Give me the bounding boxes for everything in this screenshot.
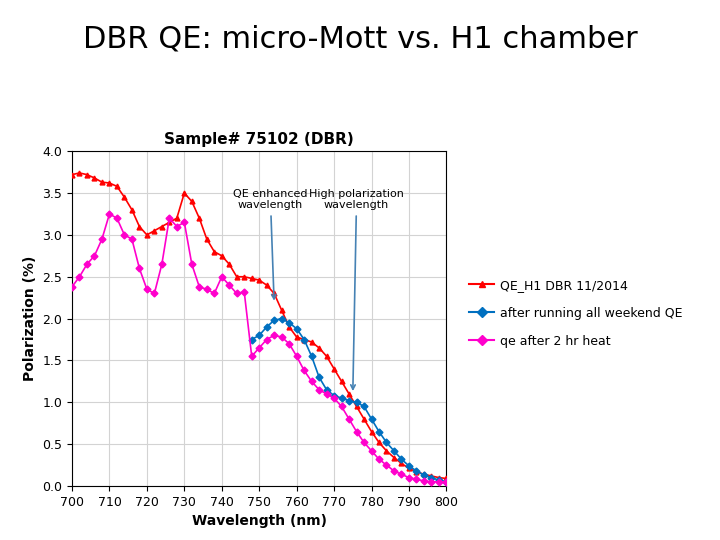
after running all weekend QE (435, 477, 444, 483)
Line: after running all weekend QE: after running all weekend QE (249, 316, 449, 484)
Legend: QE_H1 DBR 11/2014, after running all weekend QE, qe after 2 hr heat: QE_H1 DBR 11/2014, after running all wee… (463, 273, 689, 354)
QE_H1 DBR 11/2014 (187, 198, 196, 205)
after running all weekend QE (315, 374, 323, 380)
after running all weekend QE (285, 320, 294, 326)
Text: DBR QE: micro-Mott vs. H1 chamber: DBR QE: micro-Mott vs. H1 chamber (83, 24, 637, 53)
after running all weekend QE (300, 336, 308, 343)
Title: Sample# 75102 (DBR): Sample# 75102 (DBR) (164, 132, 354, 147)
after running all weekend QE (360, 403, 369, 410)
qe after 2 hr heat (68, 284, 76, 290)
X-axis label: Wavelength (nm): Wavelength (nm) (192, 514, 327, 528)
qe after 2 hr heat (187, 261, 196, 267)
Text: High polarization
wavelength: High polarization wavelength (309, 189, 404, 389)
qe after 2 hr heat (105, 211, 114, 217)
after running all weekend QE (292, 326, 301, 332)
Line: QE_H1 DBR 11/2014: QE_H1 DBR 11/2014 (70, 171, 449, 481)
QE_H1 DBR 11/2014 (345, 391, 354, 397)
after running all weekend QE (337, 395, 346, 401)
qe after 2 hr heat (158, 261, 166, 267)
qe after 2 hr heat (442, 478, 451, 485)
after running all weekend QE (397, 456, 406, 462)
after running all weekend QE (390, 448, 398, 454)
after running all weekend QE (270, 317, 279, 323)
QE_H1 DBR 11/2014 (195, 215, 204, 221)
QE_H1 DBR 11/2014 (442, 475, 451, 482)
after running all weekend QE (352, 399, 361, 406)
qe after 2 hr heat (427, 478, 436, 485)
after running all weekend QE (374, 428, 383, 435)
QE_H1 DBR 11/2014 (68, 171, 76, 178)
Text: QE enhanced
wavelength: QE enhanced wavelength (233, 189, 307, 299)
after running all weekend QE (442, 478, 451, 485)
qe after 2 hr heat (195, 284, 204, 290)
after running all weekend QE (345, 397, 354, 404)
after running all weekend QE (367, 416, 376, 422)
Line: qe after 2 hr heat: qe after 2 hr heat (70, 212, 449, 484)
after running all weekend QE (262, 323, 271, 330)
after running all weekend QE (405, 463, 413, 469)
Y-axis label: Polarization (%): Polarization (%) (23, 256, 37, 381)
after running all weekend QE (330, 393, 338, 399)
QE_H1 DBR 11/2014 (75, 170, 84, 176)
after running all weekend QE (307, 353, 316, 360)
qe after 2 hr heat (345, 416, 354, 422)
after running all weekend QE (255, 332, 264, 339)
after running all weekend QE (277, 315, 286, 322)
qe after 2 hr heat (435, 478, 444, 485)
after running all weekend QE (412, 468, 420, 474)
QE_H1 DBR 11/2014 (323, 353, 331, 360)
after running all weekend QE (323, 387, 331, 393)
after running all weekend QE (427, 474, 436, 481)
after running all weekend QE (248, 336, 256, 343)
QE_H1 DBR 11/2014 (435, 474, 444, 481)
after running all weekend QE (382, 439, 391, 446)
qe after 2 hr heat (323, 391, 331, 397)
QE_H1 DBR 11/2014 (158, 223, 166, 230)
after running all weekend QE (420, 472, 428, 478)
